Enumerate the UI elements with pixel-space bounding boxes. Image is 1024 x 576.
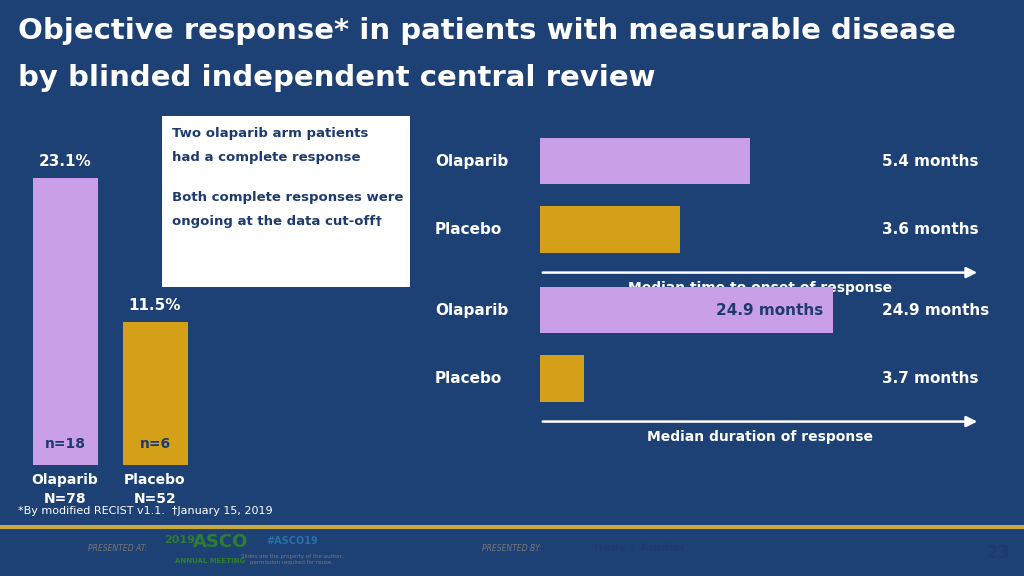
Text: N=52: N=52 [133, 492, 176, 506]
Text: 24.9 months: 24.9 months [882, 302, 989, 317]
Text: Hedy L Kindler: Hedy L Kindler [594, 543, 686, 553]
Text: 3.7 months: 3.7 months [882, 371, 979, 386]
Bar [540, 355, 584, 401]
Text: Placebo: Placebo [435, 371, 502, 386]
Text: PRESENTED AT:: PRESENTED AT: [88, 544, 147, 552]
Text: 23.1%: 23.1% [39, 154, 91, 169]
Text: *By modified RECIST v1.1.  †January 15, 2019: *By modified RECIST v1.1. †January 15, 2… [18, 506, 272, 517]
Text: #ASCO19: #ASCO19 [266, 536, 317, 545]
Bar [162, 116, 410, 287]
Text: Objective response* in patients with measurable disease: Objective response* in patients with mea… [18, 17, 955, 44]
Text: Median duration of response: Median duration of response [647, 430, 873, 445]
Text: n=6: n=6 [139, 437, 171, 452]
Text: 5.4 months: 5.4 months [882, 154, 979, 169]
Bar [33, 178, 97, 465]
Text: Olaparib: Olaparib [435, 302, 508, 317]
Text: 2019: 2019 [164, 535, 195, 544]
Text: ASCO: ASCO [193, 533, 248, 551]
Text: N=78: N=78 [44, 492, 86, 506]
Text: 11.5%: 11.5% [129, 298, 181, 313]
Text: ANNUAL MEETING: ANNUAL MEETING [175, 558, 245, 564]
Text: 3.6 months: 3.6 months [882, 222, 979, 237]
Text: Two olaparib arm patients: Two olaparib arm patients [172, 127, 369, 140]
Text: Median time to onset of response: Median time to onset of response [628, 282, 892, 295]
Bar [540, 206, 680, 253]
Bar [540, 287, 834, 334]
Text: 23: 23 [986, 544, 1011, 562]
Text: n=18: n=18 [44, 437, 85, 452]
Text: Olaparib: Olaparib [435, 154, 508, 169]
Bar [540, 138, 750, 184]
Bar [123, 322, 187, 465]
Text: Slides are the property of the author,
permission required for reuse.: Slides are the property of the author, p… [241, 554, 343, 565]
Text: PRESENTED BY:: PRESENTED BY: [482, 544, 542, 552]
Text: Placebo: Placebo [435, 222, 502, 237]
Text: 24.9 months: 24.9 months [716, 302, 823, 317]
Text: by blinded independent central review: by blinded independent central review [18, 64, 655, 92]
Text: Olaparib: Olaparib [32, 473, 98, 487]
Text: Placebo: Placebo [124, 473, 185, 487]
Text: had a complete response: had a complete response [172, 151, 360, 164]
Text: Both complete responses were: Both complete responses were [172, 191, 403, 204]
Text: ongoing at the data cut-off†: ongoing at the data cut-off† [172, 215, 382, 228]
